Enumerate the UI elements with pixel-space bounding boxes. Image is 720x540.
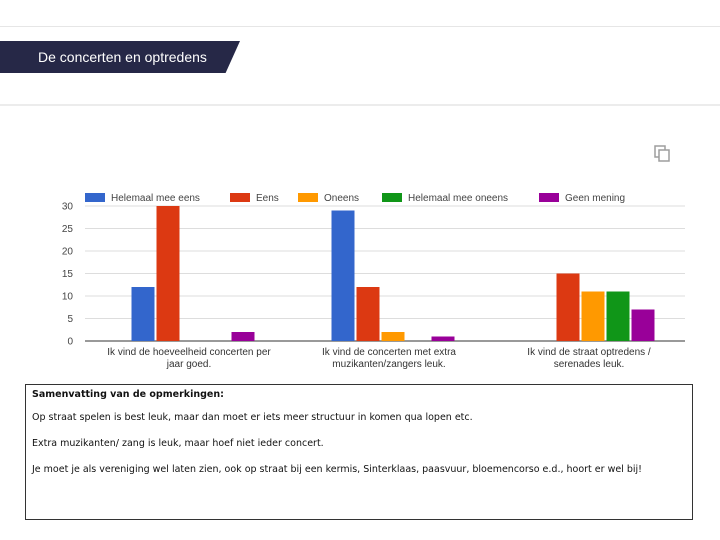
x-tick-label: Ik vind de hoeveelheid concerten per [107,347,271,358]
x-tick-label: muzikanten/zangers leuk. [332,359,445,370]
x-tick-label: jaar goed. [166,359,211,370]
legend-swatch [382,193,402,202]
bar-oneens [581,291,605,341]
summary-line: Op straat spelen is best leuk, maar dan … [32,412,473,423]
comments-summary: Samenvatting van de opmerkingen: Op stra… [25,384,693,520]
bar-geen-mening [631,309,655,341]
bar-oneens [381,332,405,341]
legend-label: Helemaal mee eens [111,193,200,204]
legend-label: Eens [256,193,279,204]
bar-helemaal-mee-eens [331,210,355,341]
copy-icon[interactable] [654,145,672,163]
y-tick-label: 10 [62,292,74,303]
bars [131,206,655,341]
x-tick-label: Ik vind de concerten met extra [322,347,456,358]
section-divider [0,104,720,106]
legend-label: Helemaal mee oneens [408,193,508,204]
x-axis-labels: Ik vind de hoeveelheid concerten perjaar… [107,347,651,370]
y-tick-label: 0 [67,337,73,348]
bar-eens [556,273,580,341]
bar-geen-mening [231,332,255,341]
bar-eens [356,287,380,341]
bar-geen-mening [431,336,455,341]
legend-label: Geen mening [565,193,625,204]
y-tick-label: 30 [62,202,74,213]
bar-helemaal-mee-eens [131,287,155,341]
legend-label: Oneens [324,193,359,204]
legend-swatch [539,193,559,202]
y-axis-ticks: 0 5 10 15 20 25 30 [62,202,74,348]
legend: Helemaal mee eens Eens Oneens Helemaal mee … [85,193,625,204]
bar-eens [156,206,180,341]
summary-heading: Samenvatting van de opmerkingen: [32,389,224,400]
x-tick-label: Ik vind de straat optredens / [527,347,651,358]
legend-swatch [85,193,105,202]
summary-line: Extra muzikanten/ zang is leuk, maar hoe… [32,438,324,449]
y-tick-label: 25 [62,224,74,235]
legend-swatch [230,193,250,202]
page-title: De concerten en optredens [38,49,207,65]
x-tick-label: serenades leuk. [554,359,625,370]
bar-chart: 0 5 10 15 20 25 30 Ik vind de hoeveelheid conc… [62,193,685,370]
y-tick-label: 5 [67,314,73,325]
legend-swatch [298,193,318,202]
title-banner: De concerten en optredens [0,41,240,73]
bar-helemaal-mee-oneens [606,291,630,341]
summary-line: Je moet je als vereniging wel laten zien… [32,464,642,475]
top-divider [0,26,720,27]
y-tick-label: 15 [62,269,74,280]
y-tick-label: 20 [62,247,74,258]
